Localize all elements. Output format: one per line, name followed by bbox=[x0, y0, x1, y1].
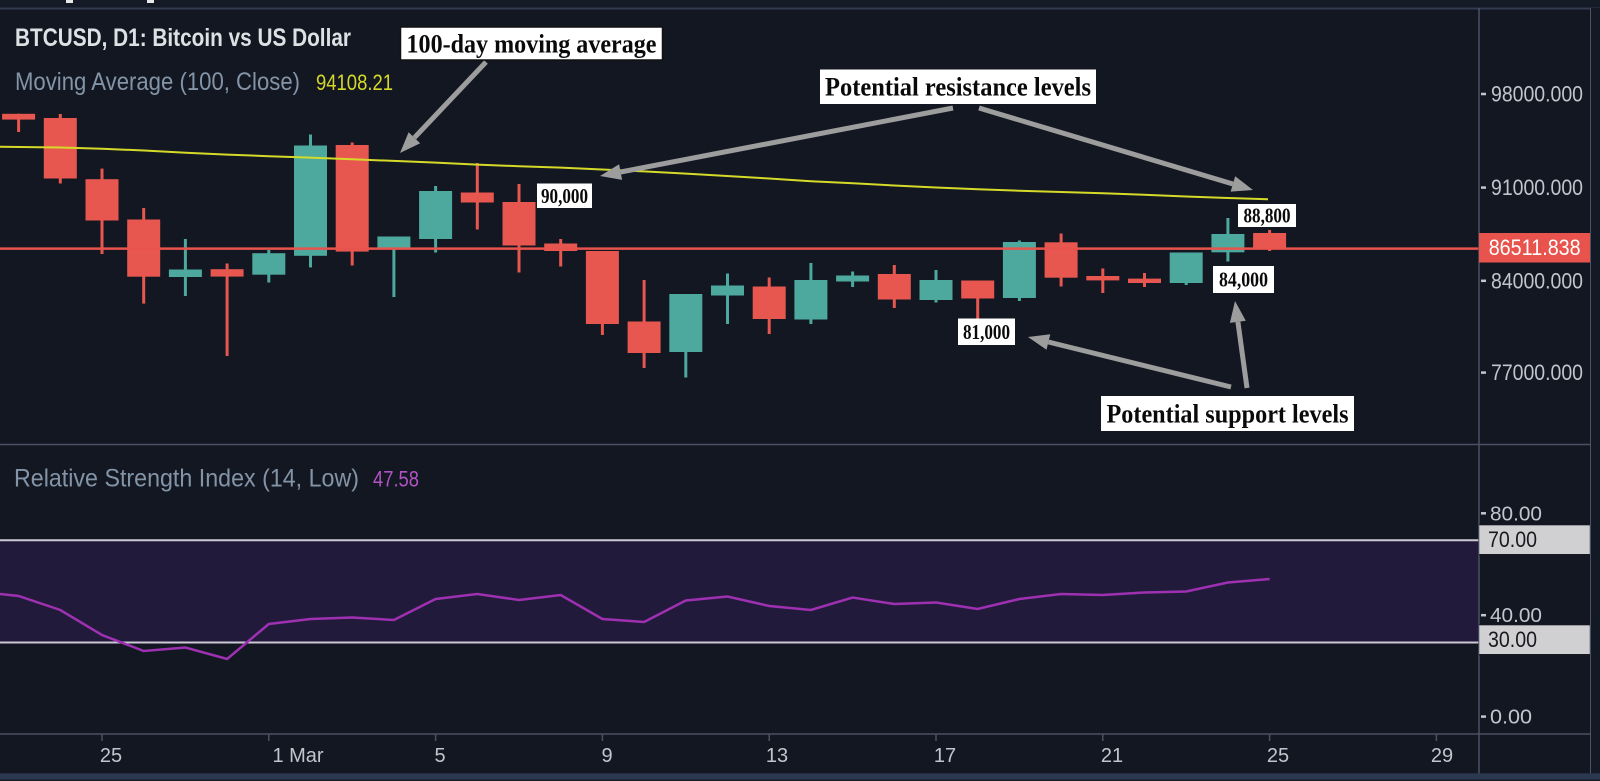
svg-text:21: 21 bbox=[1101, 745, 1123, 767]
svg-text:80.00: 80.00 bbox=[1490, 503, 1542, 525]
svg-text:86511.838: 86511.838 bbox=[1489, 235, 1581, 260]
svg-text:13: 13 bbox=[766, 745, 788, 767]
svg-text:91000.000: 91000.000 bbox=[1491, 175, 1583, 200]
svg-text:94108.21: 94108.21 bbox=[316, 70, 393, 95]
svg-text:81,000: 81,000 bbox=[963, 320, 1010, 344]
svg-text:30.00: 30.00 bbox=[1488, 627, 1537, 652]
svg-text:Potential resistance levels: Potential resistance levels bbox=[825, 73, 1091, 102]
svg-text:25: 25 bbox=[100, 745, 122, 767]
svg-text:47.58: 47.58 bbox=[373, 467, 419, 492]
svg-text:100-day moving average: 100-day moving average bbox=[407, 29, 657, 58]
svg-text:88,800: 88,800 bbox=[1244, 204, 1291, 228]
svg-text:5: 5 bbox=[434, 745, 445, 767]
svg-text:Moving Average (100, Close): Moving Average (100, Close) bbox=[15, 68, 300, 96]
svg-text:70.00: 70.00 bbox=[1488, 527, 1537, 552]
svg-text:84,000: 84,000 bbox=[1219, 268, 1268, 292]
svg-text:25: 25 bbox=[1267, 745, 1289, 767]
svg-text:98000.000: 98000.000 bbox=[1491, 82, 1583, 107]
svg-text:1 Mar: 1 Mar bbox=[272, 745, 323, 767]
svg-text:9: 9 bbox=[601, 745, 612, 767]
svg-text:17: 17 bbox=[934, 745, 956, 767]
svg-text:BTCUSD, D1: Bitcoin vs US Doll: BTCUSD, D1: Bitcoin vs US Dollar bbox=[15, 24, 351, 52]
svg-text:40.00: 40.00 bbox=[1490, 605, 1542, 627]
svg-text:Relative Strength Index (14, L: Relative Strength Index (14, Low) bbox=[14, 465, 359, 493]
svg-text:84000.000: 84000.000 bbox=[1491, 268, 1583, 293]
svg-text:0.00: 0.00 bbox=[1490, 707, 1532, 729]
svg-text:29: 29 bbox=[1431, 745, 1453, 767]
svg-text:90,000: 90,000 bbox=[541, 184, 588, 208]
svg-text:77000.000: 77000.000 bbox=[1491, 360, 1583, 385]
svg-text:Potential support levels: Potential support levels bbox=[1107, 399, 1349, 428]
